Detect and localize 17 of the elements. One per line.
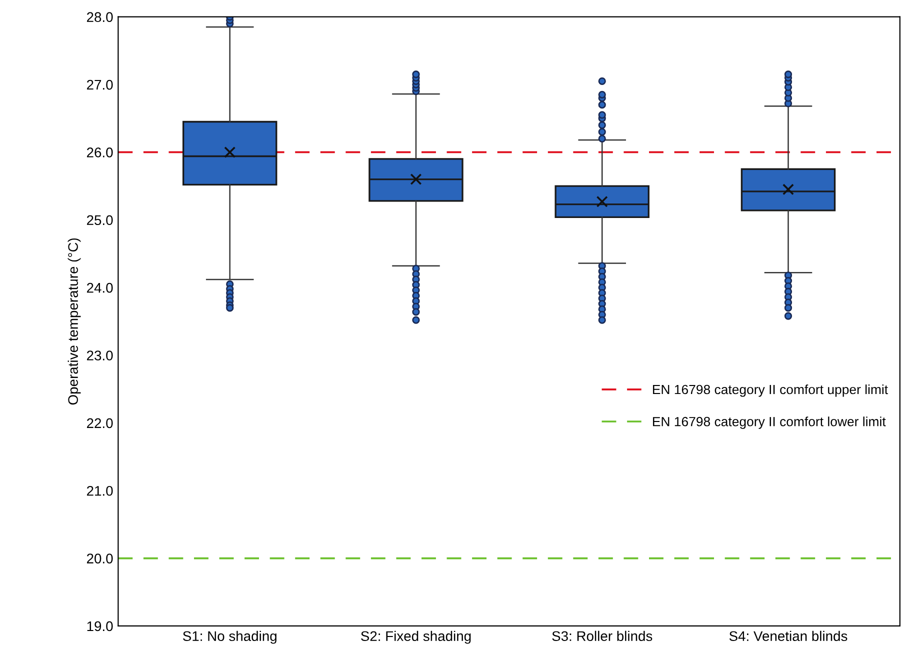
x-tick-label: S2: Fixed shading: [361, 630, 471, 644]
y-axis-title: Operative temperature (°C): [68, 238, 81, 405]
x-tick-label: S3: Roller blinds: [552, 630, 652, 642]
y-tick-label: 27.0: [86, 80, 113, 90]
y-tick-label: 23.0: [86, 350, 113, 360]
y-tick-label: 19.0: [87, 621, 113, 632]
legend-label: EN 16798 category II comfort upper limit: [652, 384, 888, 397]
x-tick-label: S1: No shading: [182, 630, 276, 644]
x-tick-label: S4: Venetian blinds: [729, 630, 848, 642]
legend-label: EN 16798 category II comfort lower limit: [652, 416, 886, 429]
y-tick-label: 22.0: [86, 418, 113, 428]
y-tick-label: 25.0: [86, 215, 113, 226]
y-tick-label: 26.0: [86, 148, 113, 158]
y-tick-label: 24.0: [86, 282, 113, 293]
y-tick-label: 21.0: [86, 486, 113, 496]
y-tick-label: 20.0: [86, 554, 113, 564]
y-tick-label: 28.0: [86, 12, 113, 22]
